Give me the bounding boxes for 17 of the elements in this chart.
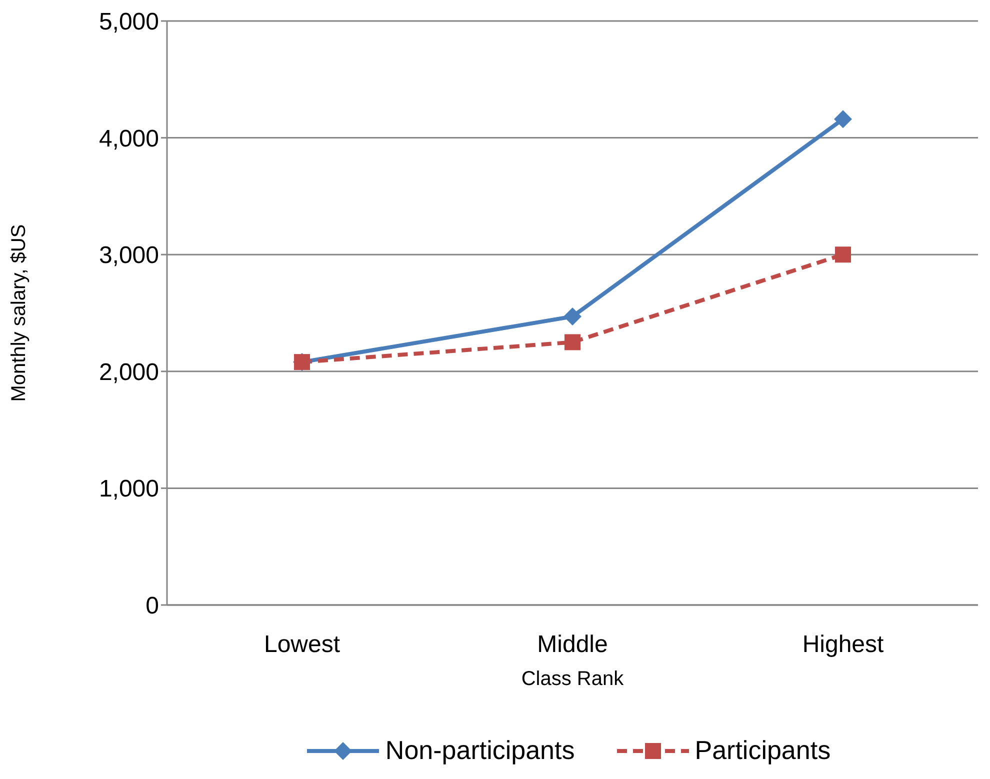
legend-label: Participants [694, 735, 831, 766]
x-tick-label: Lowest [264, 631, 340, 658]
y-tick-label: 2,000 [98, 358, 159, 386]
x-tick-label: Middle [537, 631, 608, 658]
x-axis-title: Class Rank [521, 668, 625, 690]
y-tick-label: 0 [146, 592, 159, 620]
point [834, 110, 852, 128]
point [564, 334, 580, 350]
y-tick-label: 5,000 [98, 8, 159, 36]
point [835, 246, 851, 263]
point [564, 308, 582, 326]
y-axis-title: Monthly salary, $US [8, 224, 30, 402]
y-tick-label: 4,000 [98, 125, 159, 152]
y-tick-label: 1,000 [98, 476, 159, 503]
x-tick-label: Highest [802, 631, 884, 658]
y-tick-label: 3,000 [98, 242, 159, 270]
legend-label: Non-participants [385, 735, 575, 766]
